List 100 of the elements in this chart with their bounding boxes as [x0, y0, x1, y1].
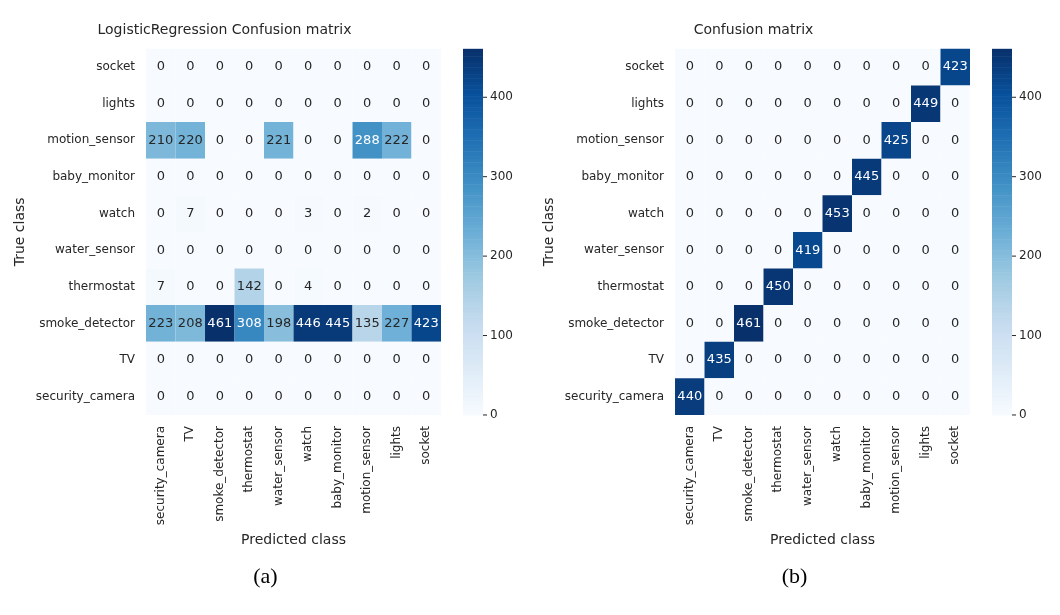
- data-label: 198: [266, 314, 292, 330]
- data-label: 0: [156, 351, 165, 367]
- data-label: 0: [215, 95, 224, 111]
- data-label: 0: [245, 168, 254, 184]
- data-label: 0: [215, 58, 224, 74]
- color-bar-label: 300: [1019, 168, 1042, 183]
- y-tick-label: motion_sensor: [47, 132, 136, 147]
- data-label: 0: [774, 58, 783, 74]
- data-label: 0: [833, 58, 842, 74]
- data-label: 0: [862, 241, 871, 257]
- data-label: 0: [951, 278, 960, 294]
- data-label: 0: [156, 95, 165, 111]
- data-label: 0: [862, 131, 871, 147]
- color-bar-label: 400: [490, 89, 513, 104]
- y-tick-label: thermostat: [597, 278, 665, 293]
- data-label: 0: [304, 131, 313, 147]
- data-label: 0: [833, 351, 842, 367]
- data-label: 0: [274, 95, 283, 111]
- data-label: 2: [363, 204, 372, 220]
- y-tick-label: lights: [631, 95, 665, 110]
- data-label: 0: [744, 388, 753, 404]
- data-label: 0: [392, 351, 401, 367]
- y-tick-label: motion_sensor: [576, 132, 665, 147]
- data-label: 0: [304, 168, 313, 184]
- data-label: 0: [833, 168, 842, 184]
- data-label: 0: [951, 168, 960, 184]
- x-tick-label: lights: [917, 425, 932, 459]
- x-tick-label: thermostat: [770, 425, 785, 493]
- data-label: 0: [215, 388, 224, 404]
- text: (b): [781, 563, 808, 589]
- data-label: 0: [744, 241, 753, 257]
- data-label: 461: [207, 314, 233, 330]
- data-label: 0: [803, 204, 812, 220]
- data-label: 0: [774, 314, 783, 330]
- data-label: 288: [354, 131, 380, 147]
- data-label: 0: [685, 58, 694, 74]
- data-label: 0: [715, 95, 724, 111]
- data-label: 0: [363, 278, 372, 294]
- data-label: 7: [156, 278, 165, 294]
- data-label: 0: [333, 241, 342, 257]
- data-label: 0: [951, 241, 960, 257]
- data-label: 0: [744, 95, 753, 111]
- y-tick-label: TV: [118, 352, 136, 367]
- data-label: 0: [156, 204, 165, 220]
- data-label: 0: [715, 168, 724, 184]
- data-label: 0: [274, 58, 283, 74]
- data-label: 0: [951, 314, 960, 330]
- data-label: 0: [744, 131, 753, 147]
- data-label: 0: [862, 278, 871, 294]
- data-label: 0: [422, 241, 431, 257]
- data-label: 0: [921, 204, 930, 220]
- data-label: 0: [744, 58, 753, 74]
- data-label: 423: [942, 58, 968, 74]
- data-label: 0: [892, 168, 901, 184]
- data-label: 0: [245, 351, 254, 367]
- data-label: 0: [862, 314, 871, 330]
- data-label: 0: [921, 131, 930, 147]
- data-label: 0: [951, 204, 960, 220]
- x-axis-title: Predicted class: [241, 531, 346, 548]
- data-label: 0: [186, 388, 195, 404]
- data-label: 0: [892, 278, 901, 294]
- x-tick-label: TV: [182, 425, 197, 443]
- data-label: 0: [245, 58, 254, 74]
- x-tick-label: TV: [711, 425, 726, 443]
- data-label: 208: [177, 314, 203, 330]
- data-label: 135: [354, 314, 380, 330]
- data-label: 0: [715, 131, 724, 147]
- y-axis-title: True class: [11, 197, 28, 268]
- data-label: 0: [422, 58, 431, 74]
- data-label: 220: [177, 131, 203, 147]
- x-tick-label: motion_sensor: [359, 425, 374, 514]
- data-label: 453: [824, 204, 850, 220]
- data-label: 0: [803, 95, 812, 111]
- x-tick-label: smoke_detector: [211, 425, 226, 522]
- data-label: 0: [392, 95, 401, 111]
- data-label: 0: [422, 351, 431, 367]
- x-tick-label: watch: [829, 425, 844, 463]
- data-label: 0: [333, 58, 342, 74]
- data-label: 0: [833, 278, 842, 294]
- data-label: 0: [245, 204, 254, 220]
- data-label: 0: [245, 388, 254, 404]
- color-bar-label: 400: [1019, 89, 1042, 104]
- data-label: 0: [333, 388, 342, 404]
- data-label: 0: [186, 241, 195, 257]
- data-label: 0: [833, 388, 842, 404]
- x-tick-label: thermostat: [241, 425, 256, 493]
- y-tick-label: baby_monitor: [581, 169, 665, 184]
- data-label: 0: [422, 388, 431, 404]
- data-label: 0: [392, 204, 401, 220]
- data-label: 0: [744, 204, 753, 220]
- x-tick-label: baby_monitor: [858, 425, 873, 509]
- data-label: 0: [215, 168, 224, 184]
- data-label: 221: [266, 131, 292, 147]
- data-label: 0: [685, 168, 694, 184]
- data-label: 0: [803, 278, 812, 294]
- data-label: 0: [274, 351, 283, 367]
- data-label: 0: [951, 388, 960, 404]
- y-tick-label: smoke_detector: [568, 315, 665, 330]
- x-tick-label: socket: [947, 425, 962, 465]
- data-label: 0: [951, 95, 960, 111]
